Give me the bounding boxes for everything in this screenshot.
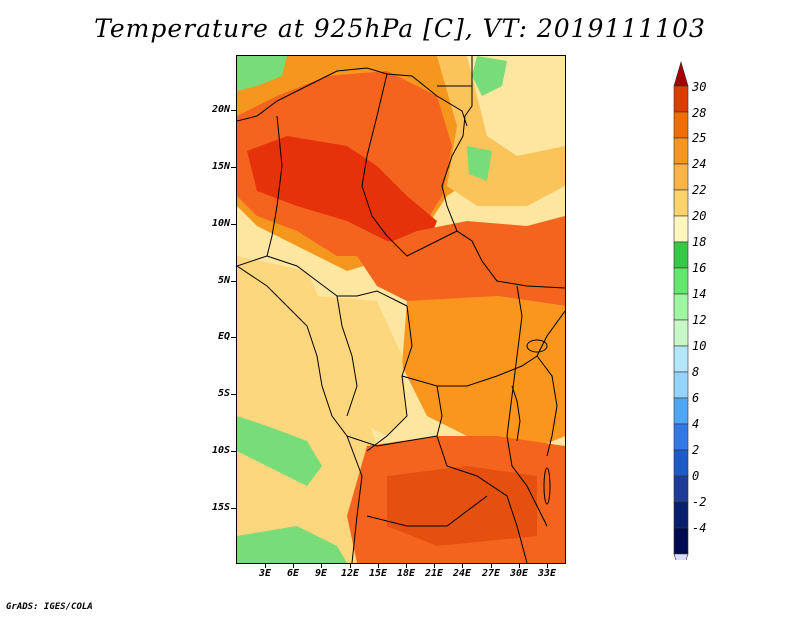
colorbar-label-22: 22 — [692, 183, 707, 197]
colorbar-swatch — [673, 189, 689, 217]
colorbar-swatch — [673, 371, 689, 399]
lon-tick — [378, 563, 379, 568]
colorbar-label-10: 10 — [692, 339, 707, 353]
lon-label-3e: 3E — [258, 568, 272, 579]
colorbar-label-18: 18 — [692, 235, 707, 249]
lat-label-eq: EQ — [217, 331, 230, 342]
lake-malawi — [543, 467, 551, 505]
colorbar-swatch — [673, 85, 689, 113]
colorbar-swatch — [673, 293, 689, 321]
colorbar-swatch — [673, 319, 689, 347]
lon-label-9e: 9E — [314, 568, 328, 579]
colorbar-label-14: 14 — [692, 287, 707, 301]
colorbar-swatch — [673, 241, 689, 269]
colorbar-label-minus4: -4 — [692, 521, 707, 535]
colorbar-swatch — [673, 215, 689, 243]
lat-label-10s: 10S — [211, 445, 230, 456]
green-patch-angola — [237, 416, 322, 486]
lat-label-5n: 5N — [217, 275, 230, 286]
colorbar-label-12: 12 — [692, 313, 707, 327]
lon-tick — [350, 563, 351, 568]
lat-label-15s: 15S — [211, 502, 230, 513]
gabon-yellow-zone — [317, 296, 407, 436]
colorbar-swatch — [673, 345, 689, 373]
colorbar-label-28: 28 — [692, 106, 707, 120]
colorbar-label-minus2: -2 — [692, 495, 707, 509]
temperature-map — [236, 55, 566, 564]
lon-label-12e: 12E — [340, 568, 360, 579]
lon-tick — [265, 563, 266, 568]
lat-tick — [231, 508, 236, 509]
colorbar-label-4: 4 — [692, 417, 700, 431]
colorbar-label-6: 6 — [692, 391, 700, 405]
lat-tick — [231, 337, 236, 338]
colorbar-swatch — [673, 163, 689, 191]
lat-tick — [231, 110, 236, 111]
lon-tick — [462, 563, 463, 568]
colorbar-swatch — [673, 475, 689, 503]
lat-label-20n: 20N — [211, 104, 230, 115]
colorbar-label-30: 30 — [692, 80, 707, 94]
colorbar-swatch — [673, 449, 689, 477]
lon-label-27e: 27E — [481, 568, 501, 579]
colorbar-label-24: 24 — [692, 157, 707, 171]
lat-label-10n: 10N — [211, 218, 230, 229]
temperature-field — [237, 56, 565, 563]
colorbar-bottom-arrow — [673, 553, 689, 560]
lat-label-15n: 15N — [211, 161, 230, 172]
lon-tick — [293, 563, 294, 568]
lon-tick — [491, 563, 492, 568]
colorbar-swatch — [673, 267, 689, 295]
colorbar-top-arrow — [673, 60, 689, 87]
lon-label-21e: 21E — [424, 568, 444, 579]
map-title: Temperature at 925hPa [C], VT: 201911110… — [94, 14, 706, 43]
lon-label-15e: 15E — [368, 568, 388, 579]
colorbar-label-2: 2 — [692, 443, 700, 457]
colorbar-label-25: 25 — [692, 131, 707, 145]
footer-credit: GrADS: IGES/COLA — [6, 602, 93, 612]
lon-tick — [434, 563, 435, 568]
west-yellow-zone — [237, 256, 387, 563]
lat-tick — [231, 167, 236, 168]
south-hot-core — [387, 466, 537, 546]
lon-label-30e: 30E — [509, 568, 529, 579]
country-borders — [237, 56, 565, 563]
colorbar-label-16: 16 — [692, 261, 707, 275]
colorbar-label-20: 20 — [692, 209, 707, 223]
lakes — [511, 339, 551, 505]
lon-tick — [519, 563, 520, 568]
lat-tick — [231, 394, 236, 395]
colorbar-swatch — [673, 397, 689, 425]
green-patch-northwest — [237, 56, 287, 91]
lon-label-18e: 18E — [396, 568, 416, 579]
lon-tick — [321, 563, 322, 568]
hottest-core-chad — [247, 136, 437, 246]
green-patch-southwest — [237, 526, 347, 563]
colorbar-swatch — [673, 137, 689, 165]
colorbar-swatch — [673, 527, 689, 555]
colorbar-swatch — [673, 501, 689, 529]
colorbar-swatch — [673, 111, 689, 139]
lat-tick — [231, 451, 236, 452]
congo-orange-zone — [402, 296, 565, 456]
colorbar — [673, 60, 689, 560]
lat-tick — [231, 224, 236, 225]
lake-victoria — [526, 339, 548, 353]
lon-label-6e: 6E — [286, 568, 300, 579]
lon-tick — [406, 563, 407, 568]
lon-label-24e: 24E — [452, 568, 472, 579]
lat-tick — [231, 281, 236, 282]
colorbar-label-0: 0 — [692, 469, 700, 483]
green-patch-northeast — [472, 56, 507, 96]
green-patch-sudan — [467, 146, 492, 181]
lon-label-33e: 33E — [537, 568, 557, 579]
lake-tanganyika — [511, 385, 521, 442]
colorbar-label-8: 8 — [692, 365, 700, 379]
colorbar-swatch — [673, 423, 689, 451]
lon-tick — [547, 563, 548, 568]
lat-label-5s: 5S — [217, 388, 230, 399]
